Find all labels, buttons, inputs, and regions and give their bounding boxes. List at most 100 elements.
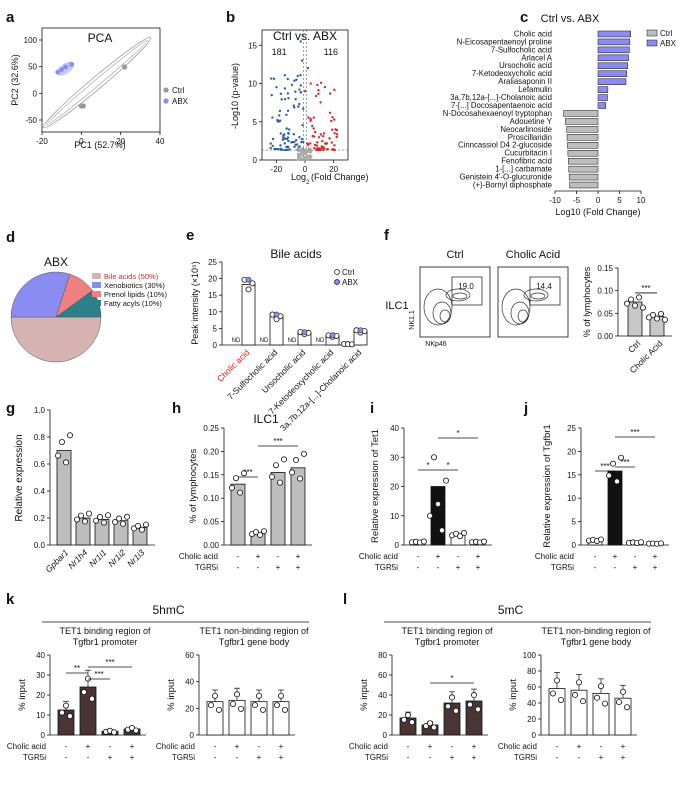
legend-label: Bile acids (50%)	[104, 272, 159, 281]
significance-label: ***	[600, 462, 609, 471]
x-axis-label: Log10 (Fold Change)	[555, 207, 640, 217]
data-point	[63, 702, 70, 709]
data-point	[636, 294, 643, 301]
data-point-up	[322, 132, 326, 135]
treatment-sign: +	[279, 742, 284, 751]
treatment-sign: +	[472, 742, 477, 751]
data-point	[426, 512, 433, 519]
data-point-down	[279, 92, 283, 96]
y-tick-label: 20	[527, 715, 536, 724]
data-point	[658, 310, 665, 317]
y-tick-label: 0	[253, 156, 258, 165]
data-point	[550, 690, 557, 697]
data-point-down	[291, 140, 294, 144]
chart-title: Ctrl vs. ABX	[541, 13, 600, 25]
bar-ctrl	[568, 157, 599, 165]
data-point-up	[335, 133, 339, 136]
data-point-up	[328, 137, 331, 140]
treatment-sign: -	[407, 742, 410, 751]
treatment-sign: +	[476, 563, 481, 572]
data-point	[442, 477, 449, 484]
data-point	[233, 691, 240, 698]
data-point	[256, 531, 263, 538]
data-point	[237, 705, 244, 712]
y-tick-label: 60	[185, 651, 194, 660]
data-point	[272, 462, 279, 469]
y-tick-label: 0	[33, 89, 38, 98]
category-label: 7-Ketodeoxycholic acid	[472, 69, 552, 78]
bar-abx	[241, 284, 256, 346]
data-point	[572, 691, 579, 698]
y-tick-label: 0.10	[203, 494, 219, 503]
data-point-ns	[304, 152, 308, 155]
treatment-sign: -	[237, 563, 240, 572]
y-axis-label: -Log10 (p-value)	[230, 63, 240, 129]
data-point-up	[312, 135, 316, 138]
category-label: 1-[...] carbamate	[495, 165, 552, 174]
data-point	[288, 469, 295, 476]
treatment-sign: +	[279, 753, 284, 762]
nd-label: ND	[232, 338, 241, 344]
data-point-abx-fill	[245, 276, 252, 283]
data-point-down	[283, 142, 286, 145]
nd-label: ND	[260, 338, 269, 344]
data-point-up	[319, 148, 323, 151]
data-point	[232, 475, 239, 482]
significance-label: ***	[641, 284, 650, 293]
data-point-up	[307, 116, 310, 119]
category-label: Lefamulin	[518, 85, 552, 94]
legend-label: Fatty acyls (10%)	[104, 299, 162, 308]
y-tick-label: 10	[36, 711, 45, 720]
panel-label-b: b	[226, 9, 235, 26]
treatment-sign: +	[599, 753, 604, 762]
significance-label: *	[456, 429, 459, 438]
treatment-sign: -	[614, 563, 617, 572]
data-point-down	[298, 102, 301, 106]
x-tick-label: 0	[303, 165, 308, 174]
data-point-ns	[297, 152, 300, 155]
data-point-down	[286, 109, 290, 112]
data-point-outlier	[300, 59, 304, 62]
data-point-down	[299, 84, 303, 87]
treatment-sign: +	[296, 552, 301, 561]
treatment-sign: -	[437, 563, 440, 572]
y-tick-label: 100	[523, 651, 537, 660]
y-tick-label: 40	[527, 699, 536, 708]
data-point-down	[292, 133, 296, 136]
y-tick-label: 60	[378, 671, 387, 680]
significance-label: *	[426, 461, 429, 470]
data-point-ns	[300, 150, 303, 153]
data-point	[229, 700, 236, 707]
bar-abx	[597, 78, 627, 85]
data-point	[81, 689, 88, 696]
flow-plot	[419, 266, 491, 338]
data-point	[430, 724, 437, 731]
data-point-up	[314, 94, 318, 98]
data-point-down	[293, 106, 296, 109]
legend-marker	[334, 279, 340, 285]
data-point	[67, 713, 74, 720]
data-point-up	[330, 141, 333, 144]
category-label: 7-Sulfocholic acid	[225, 347, 279, 401]
chart-title: Ctrl vs. ABX	[273, 29, 337, 43]
data-point-outlier	[295, 78, 298, 81]
subplot-title: Tgfbr1 gene body	[561, 637, 632, 647]
bar-ctrl	[568, 173, 599, 181]
y-tick-label: 40	[378, 691, 387, 700]
data-point-ns	[300, 156, 303, 160]
section-title: 5mC	[498, 603, 524, 617]
data-point-up	[309, 119, 312, 123]
data-point-down	[269, 146, 272, 150]
significance-label: ***	[630, 428, 639, 437]
data-point	[640, 304, 647, 311]
data-point-down	[299, 90, 303, 94]
y-axis-label: Relative expression of Tgfbr1	[542, 424, 553, 547]
data-point-ctrl	[80, 103, 86, 109]
flow-contour	[501, 288, 531, 326]
significance-label: ***	[94, 670, 103, 679]
subplot-title: Tgfbr1 promoter	[415, 637, 480, 647]
treatment-sign: +	[456, 563, 461, 572]
treatment-sign: -	[600, 742, 603, 751]
data-point-up	[328, 111, 332, 114]
